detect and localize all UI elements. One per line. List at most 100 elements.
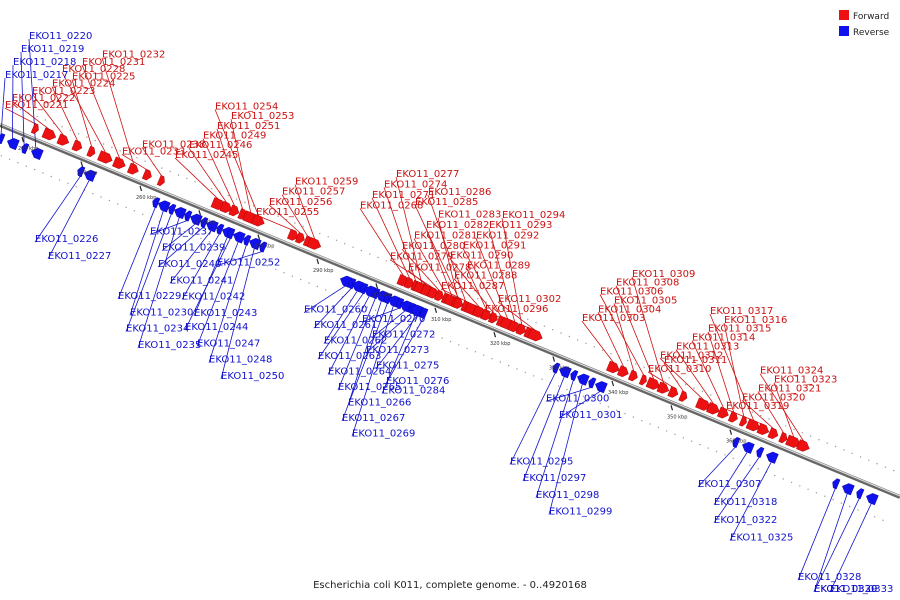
tick-mark	[375, 283, 379, 289]
forward-label-eko11-0253-leader	[230, 119, 252, 213]
forward-label-eko11-0228-leader	[61, 72, 107, 154]
reverse-label-eko11-0217-leader	[0, 77, 6, 144]
reverse-guide-dot	[699, 443, 701, 446]
legend-label-forward: Forward	[853, 12, 889, 22]
forward-label-eko11-0222-leader	[11, 100, 51, 131]
reverse-guide-dot	[782, 478, 784, 480]
forward-gene-eko11-0285	[452, 297, 464, 309]
reverse-gene-eko11-0284	[410, 304, 423, 317]
forward-guide-dot	[710, 394, 712, 396]
reverse-label-eko11-0227: EKO11_0227	[48, 251, 111, 262]
reverse-gene-eko11-0234	[168, 203, 177, 215]
forward-label-eko11-0224-leader	[51, 86, 79, 142]
reverse-label-eko11-0273-leader	[365, 312, 412, 354]
reverse-label-eko11-0243: EKO11_0243	[194, 308, 257, 319]
forward-label-eko11-0259: EKO11_0259	[295, 177, 358, 188]
reverse-guide-dot	[824, 495, 826, 497]
forward-label-eko11-0255-leader	[255, 214, 294, 231]
tick-mark	[257, 234, 261, 240]
reverse-guide-dot	[42, 172, 44, 174]
forward-guide-dot	[568, 335, 571, 338]
reverse-guide-dot	[474, 351, 477, 353]
reverse-guide-dot	[732, 457, 734, 460]
reverse-label-eko11-0284: EKO11_0284	[382, 386, 445, 397]
forward-label-eko11-0223: EKO11_0223	[32, 86, 95, 97]
forward-guide-dot	[211, 188, 213, 190]
reverse-guide-dot	[283, 272, 285, 274]
forward-label-eko11-0257: EKO11_0257	[282, 187, 345, 198]
forward-guide-dot	[859, 456, 862, 458]
forward-label-eko11-0279-leader	[389, 259, 435, 289]
forward-guide-dot	[227, 194, 230, 197]
forward-label-eko11-0317: EKO11_0317	[710, 306, 773, 317]
reverse-gene-eko11-0322	[756, 446, 765, 458]
reverse-guide-dot	[508, 364, 510, 367]
forward-guide-dot	[377, 256, 379, 259]
forward-label-eko11-0282: EKO11_0282	[426, 220, 489, 231]
reverse-guide-dot	[641, 419, 643, 422]
reverse-guide-dot	[433, 333, 435, 336]
reverse-label-eko11-0217: EKO11_0217	[5, 70, 68, 81]
forward-label-eko11-0311: EKO11_0311	[664, 355, 727, 366]
forward-label-eko11-0314-leader	[691, 340, 725, 409]
forward-gene-eko11-0231	[112, 156, 126, 169]
reverse-label-eko11-0247-leader	[196, 241, 239, 347]
forward-label-eko11-0254-leader	[214, 109, 260, 217]
reverse-gene-eko11-0333	[866, 493, 879, 506]
forward-label-eko11-0233-leader	[121, 154, 149, 171]
forward-label-eko11-0321: EKO11_0321	[758, 383, 821, 394]
forward-guide-dot	[593, 346, 595, 348]
forward-guide-dot	[86, 136, 88, 138]
forward-guide-dot	[19, 108, 22, 111]
reverse-guide-dot	[840, 502, 843, 504]
reverse-guide-dot	[108, 199, 111, 202]
reverse-guide-dot	[774, 474, 776, 477]
reverse-guide-dot	[316, 285, 319, 288]
forward-guide-dot	[44, 119, 47, 121]
forward-gene-eko11-0304	[617, 365, 629, 378]
forward-guide-dot	[435, 280, 437, 283]
tick-mark	[80, 161, 84, 167]
reverse-gene-eko11-0307	[732, 437, 741, 449]
forward-gene-eko11-0249	[228, 204, 240, 217]
reverse-gene-eko11-0219	[21, 143, 30, 155]
forward-label-eko11-0222: EKO11_0222	[12, 93, 75, 104]
forward-label-eko11-0221-leader	[4, 107, 36, 125]
forward-gene-eko11-0310	[667, 386, 679, 398]
forward-label-eko11-0274: EKO11_0274	[384, 179, 447, 190]
forward-label-eko11-0225: EKO11_0225	[72, 71, 135, 82]
leader-lines	[0, 38, 872, 593]
forward-guide-dot	[643, 366, 645, 369]
reverse-label-eko11-0239: EKO11_0239	[162, 243, 225, 254]
legend: Forward Reverse	[839, 10, 890, 38]
reverse-gene-eko11-0227	[84, 169, 97, 182]
forward-label-eko11-0246: EKO11_0246	[189, 140, 252, 151]
forward-guide-dot	[177, 174, 180, 176]
forward-label-eko11-0288: EKO11_0288	[454, 271, 517, 282]
forward-label-eko11-0287: EKO11_0287	[441, 281, 504, 292]
forward-guide-dot	[834, 445, 837, 448]
forward-label-eko11-0254: EKO11_0254	[215, 101, 278, 112]
reverse-gene-eko11-0325	[766, 451, 779, 464]
forward-guide-dot	[610, 353, 612, 355]
forward-label-eko11-0279: EKO11_0279	[390, 252, 453, 263]
forward-label-eko11-0305: EKO11_0305	[614, 295, 677, 306]
forward-label-eko11-0286-leader	[427, 194, 467, 302]
reverse-label-eko11-0239-leader	[161, 223, 196, 252]
forward-label-eko11-0315: EKO11_0315	[708, 324, 771, 335]
reverse-label-eko11-0241: EKO11_0241	[170, 275, 233, 286]
forward-guide-dot	[635, 363, 637, 365]
forward-gene-eko11-0238	[156, 175, 165, 187]
forward-guide-dot	[169, 170, 171, 173]
forward-guide-dot	[161, 167, 163, 169]
forward-label-eko11-0238: EKO11_0238	[142, 139, 205, 150]
forward-guide-dot	[277, 215, 279, 217]
gene-features	[0, 122, 879, 506]
reverse-guide-dot	[300, 278, 302, 281]
tick-mark	[434, 307, 438, 313]
forward-label-eko11-0316-leader	[723, 322, 745, 417]
reverse-label-eko11-0230-leader	[129, 210, 164, 316]
forward-gene-eko11-0303	[606, 360, 620, 374]
reverse-label-eko11-0220: EKO11_0220	[29, 31, 92, 42]
